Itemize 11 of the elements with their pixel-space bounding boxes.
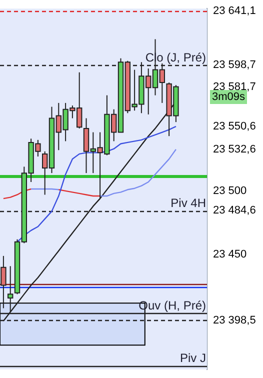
ref-line-label: Piv 4H [170, 196, 206, 210]
y-tick-label: 23 598,7 [213, 59, 256, 72]
y-tick-label: 23 450 [213, 248, 247, 261]
y-tick-label: 23 550,6 [213, 120, 256, 132]
y-tick-label: 23 500 [213, 184, 247, 197]
text: 3m09s [210, 90, 248, 104]
y-tick-label: 23 398,5 [213, 314, 256, 326]
y-tick-label: 23 641,1 [213, 5, 256, 18]
ref-line-label: Piv J [180, 350, 206, 365]
y-tick-label: 23 484,6 [213, 204, 256, 217]
y-tick-label: 23 532,6 [213, 143, 256, 156]
